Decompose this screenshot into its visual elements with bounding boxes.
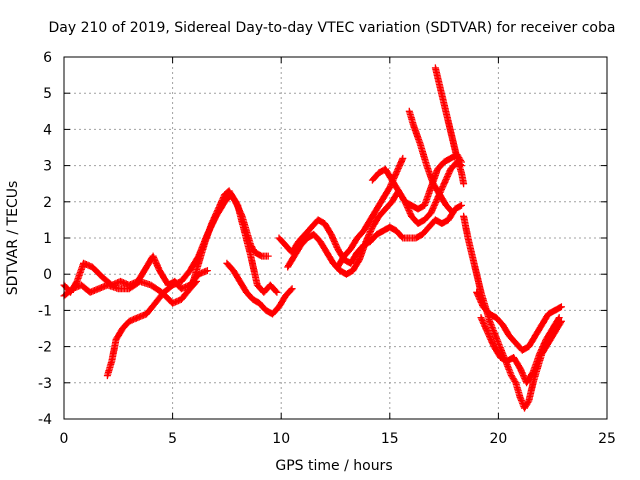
x-tick-label: 10 [272, 431, 290, 447]
y-axis-label: SDTVAR / TECUs [5, 181, 21, 296]
y-tick-label: -1 [38, 303, 52, 319]
x-axis-label: GPS time / hours [275, 458, 392, 474]
data-series-13 [473, 288, 565, 354]
y-tick-label: 1 [43, 231, 52, 247]
x-tick-label: 25 [598, 431, 616, 447]
y-tick-label: -4 [38, 412, 52, 428]
data-series-9 [405, 107, 457, 217]
y-tick-label: 2 [43, 195, 52, 211]
y-tick-label: 5 [43, 86, 52, 102]
y-tick-label: 4 [43, 122, 52, 138]
y-tick-label: 3 [43, 159, 52, 175]
data-series-3 [188, 187, 272, 289]
grid-lines [64, 57, 607, 419]
chart-title: Day 210 of 2019, Sidereal Day-to-day VTE… [49, 20, 616, 36]
axis-ticks: 0 5 10 15 20 25 -4 -3 -2 -1 0 1 2 3 4 5 6 [38, 50, 616, 447]
data-series-5 [275, 201, 465, 267]
data-series-10 [431, 64, 468, 188]
x-tick-label: 0 [60, 431, 69, 447]
y-tick-label: -2 [38, 340, 52, 356]
data-markers [60, 64, 565, 412]
data-series-7 [334, 154, 407, 271]
x-tick-label: 20 [489, 431, 507, 447]
y-tick-label: 0 [43, 267, 52, 283]
x-tick-label: 5 [168, 431, 177, 447]
data-series-4 [223, 259, 296, 318]
y-tick-label: 6 [43, 50, 52, 66]
data-series-12 [477, 314, 563, 387]
y-tick-label: -3 [38, 376, 52, 392]
x-tick-label: 15 [381, 431, 399, 447]
